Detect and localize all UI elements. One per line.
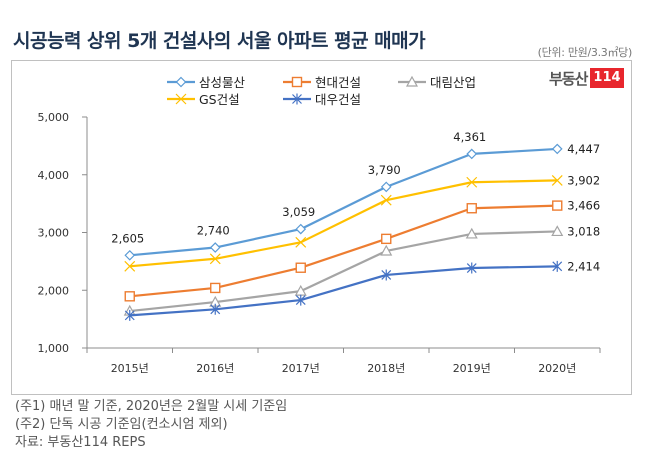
y-tick-label: 2,000 [38,284,70,297]
x-tick-label: 2019년 [453,362,491,375]
y-tick-label: 3,000 [38,227,70,240]
legend-item: 삼성물산 [167,75,246,90]
series-line-5 [129,265,558,317]
star-marker [466,262,477,274]
y-tick-label: 1,000 [38,342,70,355]
data-label: 3,790 [368,163,401,177]
star-marker [292,93,302,105]
x-marker [466,176,478,188]
data-label: 3,059 [282,205,315,219]
logo-badge: 114 [590,68,624,88]
diamond-marker [551,143,563,155]
legend-label: GS건설 [199,92,240,107]
square-marker [466,203,477,214]
legend: 삼성물산 현대건설 대림산업 GS건설 대우건설 [167,75,476,107]
legend-label: 대우건설 [315,92,361,107]
triangle-marker [405,75,419,87]
triangle-marker [551,225,564,237]
square-marker [295,262,306,273]
logo-text: 부동산 [549,69,588,88]
diamond-marker [295,223,307,235]
star-marker [381,269,392,281]
x-tick-label: 2020년 [538,362,576,375]
y-tick-label: 4,000 [38,169,70,182]
x-tick-label: 2017년 [282,362,320,375]
data-label: 4,447 [567,142,600,156]
diamond-marker [380,181,392,193]
x-marker [380,194,392,206]
chart-title: 시공능력 상위 5개 건설사의 서울 아파트 평균 매매가 [13,30,426,52]
series-line-2 [129,204,558,298]
square-marker [552,200,563,211]
footnote-2: (주2) 단독 시공 기준임(컨소시엄 제외) [15,417,228,432]
chart-frame [11,60,632,395]
square-marker [210,282,221,294]
series-line-3 [129,230,558,313]
x-tick-label: 2016년 [196,362,234,375]
source-note: 자료: 부동산114 REPS [15,435,146,450]
diamond-marker [209,242,221,253]
data-label: 3,018 [567,224,600,238]
data-labels: 2,605 2,740 3,059 3,790 4,361 4,447 3,466 3,018… [111,130,600,273]
square-marker [291,76,303,88]
triangle-marker [380,244,393,256]
star-marker [552,260,563,272]
data-label: 2,740 [197,224,230,238]
star-marker [295,294,306,306]
legend-item: GS건설 [167,92,240,107]
axes: 1,000 2,000 3,000 4,000 5,000 2015년 2016년 2017년… [38,111,601,375]
series-line-1 [129,147,558,257]
legend-item: 대림산업 [398,75,476,90]
logo: 부동산 114 [549,67,624,89]
legend-label: 삼성물산 [199,75,246,90]
x-marker [124,260,136,272]
x-marker [551,174,563,186]
x-tick-label: 2015년 [111,362,149,375]
y-tick-label: 5,000 [38,111,70,124]
star-marker [124,309,135,321]
x-marker [295,236,307,248]
diamond-marker [466,148,478,160]
legend-label: 대림산업 [430,75,476,90]
legend-label: 현대건설 [315,75,361,90]
series-line-4 [129,179,558,268]
square-marker [381,233,392,245]
diamond-marker [124,249,136,261]
square-marker [124,291,135,302]
data-label: 2,605 [111,231,144,245]
data-label: 3,902 [567,173,600,187]
unit-label: (단위: 만원/3.3㎡당) [537,46,633,59]
diamond-marker [175,76,187,88]
data-label: 4,361 [453,130,486,144]
x-marker [209,253,221,265]
triangle-marker [465,227,478,239]
x-marker [175,93,187,105]
data-label: 2,414 [567,259,600,273]
data-label: 3,466 [567,199,600,213]
star-marker [210,303,221,315]
footnotes: (주1) 매년 말 기준, 2020년은 2월말 시세 기준임 (주2) 단독 … [15,398,287,452]
footnote-1: (주1) 매년 말 기준, 2020년은 2월말 시세 기준임 [15,399,288,414]
legend-item: 현대건설 [283,75,361,90]
legend-item: 대우건설 [283,92,361,107]
series-group [123,143,564,321]
x-tick-label: 2018년 [367,362,405,375]
